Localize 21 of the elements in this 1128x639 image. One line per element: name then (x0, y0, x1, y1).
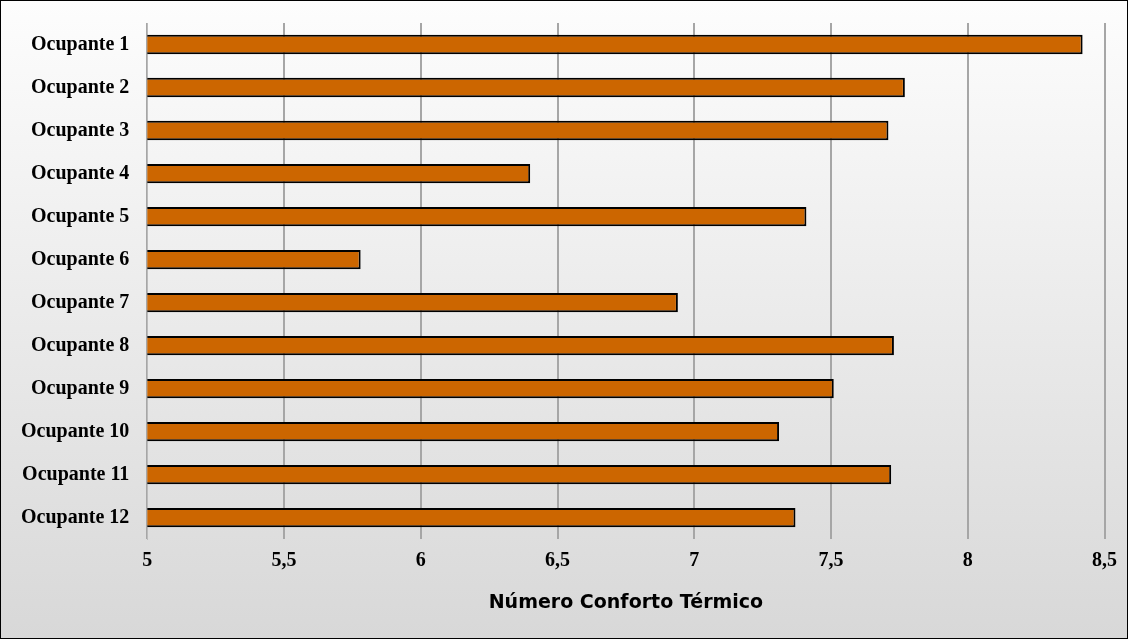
x-tick-label: 6 (415, 548, 426, 571)
y-tick-label: Ocupante 4 (31, 160, 130, 184)
x-tick-label: 8 (962, 548, 973, 571)
x-axis-title: Número Conforto Térmico (488, 589, 764, 612)
y-tick-label: Ocupante 5 (31, 203, 130, 227)
y-tick-label: Ocupante 6 (31, 246, 130, 270)
y-tick-label: Ocupante 10 (21, 418, 130, 442)
y-tick-label: Ocupante 8 (31, 332, 130, 356)
x-tick-label: 5 (142, 548, 153, 571)
x-tick-label: 5,5 (271, 548, 297, 571)
y-tick-label: Ocupante 2 (31, 74, 130, 98)
y-tick-label: Ocupante 7 (31, 289, 130, 313)
y-tick-label: Ocupante 11 (22, 461, 130, 485)
y-tick-label: Ocupante 3 (31, 117, 130, 141)
x-tick-label: 6,5 (545, 548, 571, 571)
x-tick-label: 8,5 (1092, 548, 1117, 571)
x-tick-label: 7,5 (818, 548, 844, 571)
y-tick-label: Ocupante 9 (31, 375, 130, 399)
x-tick-label: 7 (689, 548, 700, 571)
y-tick-label: Ocupante 1 (31, 31, 130, 55)
y-tick-label: Ocupante 12 (21, 504, 130, 528)
